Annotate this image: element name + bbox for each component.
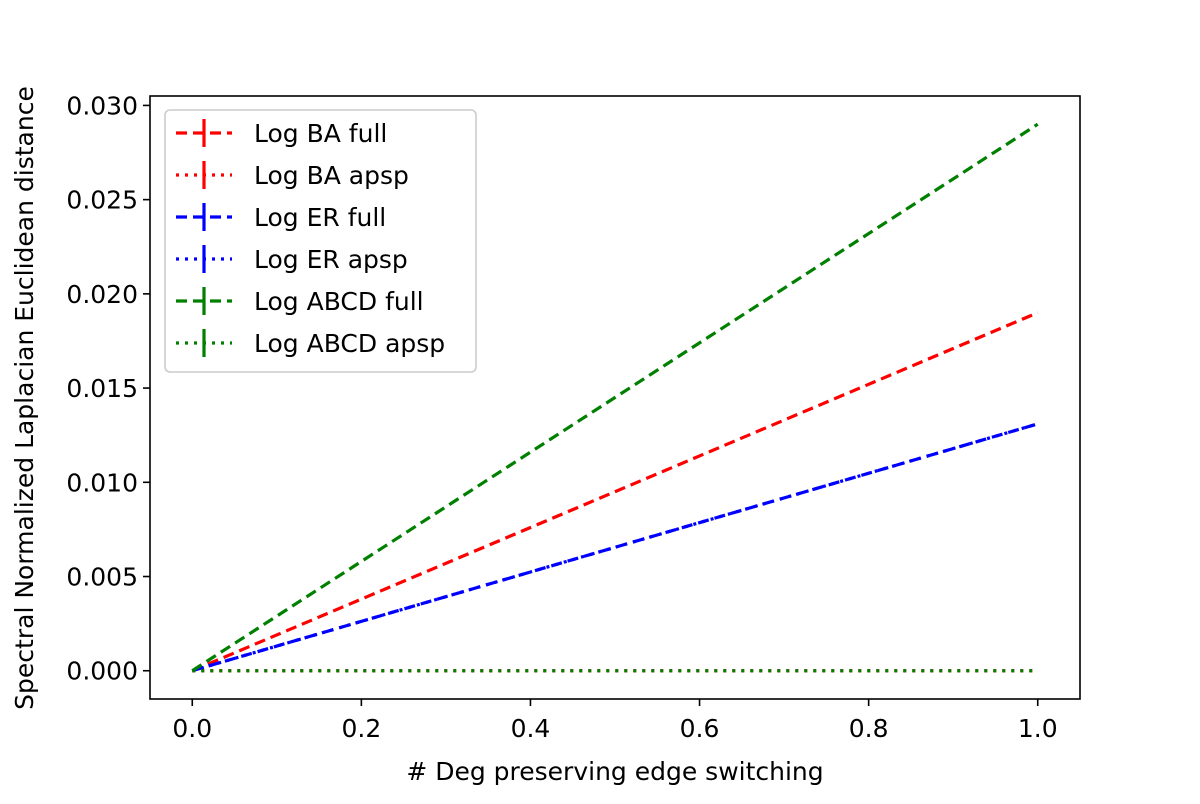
x-axis-label: # Deg preserving edge switching — [406, 757, 823, 786]
legend-label: Log ER full — [254, 203, 386, 232]
y-tick-label: 0.010 — [66, 468, 138, 497]
y-tick-label: 0.000 — [66, 657, 138, 686]
series-line-4 — [191, 122, 1039, 673]
x-tick-label: 0.4 — [511, 714, 551, 743]
y-tick-label: 0.020 — [66, 280, 138, 309]
x-tick-label: 0.0 — [172, 714, 212, 743]
legend-label: Log ABCD apsp — [254, 329, 445, 358]
legend-label: Log ABCD full — [254, 287, 424, 316]
y-tick-label: 0.025 — [66, 186, 138, 215]
legend-label: Log BA apsp — [254, 161, 409, 190]
y-axis-label: Spectral Normalized Laplacian Euclidean … — [10, 86, 39, 710]
y-tick-label: 0.030 — [66, 91, 138, 120]
legend-label: Log ER apsp — [254, 245, 408, 274]
y-tick-label: 0.015 — [66, 374, 138, 403]
legend-label: Log BA full — [254, 119, 387, 148]
x-tick-label: 0.6 — [680, 714, 720, 743]
plot-frame — [149, 95, 1081, 700]
x-tick-label: 1.0 — [1018, 714, 1058, 743]
y-tick-label: 0.005 — [66, 563, 138, 592]
series-line-0 — [191, 311, 1039, 673]
legend: Log BA full Log BA apsp Log ER full Log ER … — [164, 109, 477, 373]
series-line-3 — [191, 422, 1039, 673]
legend-box — [164, 109, 477, 373]
x-tick-label: 0.2 — [341, 714, 381, 743]
x-tick-label: 0.8 — [849, 714, 889, 743]
